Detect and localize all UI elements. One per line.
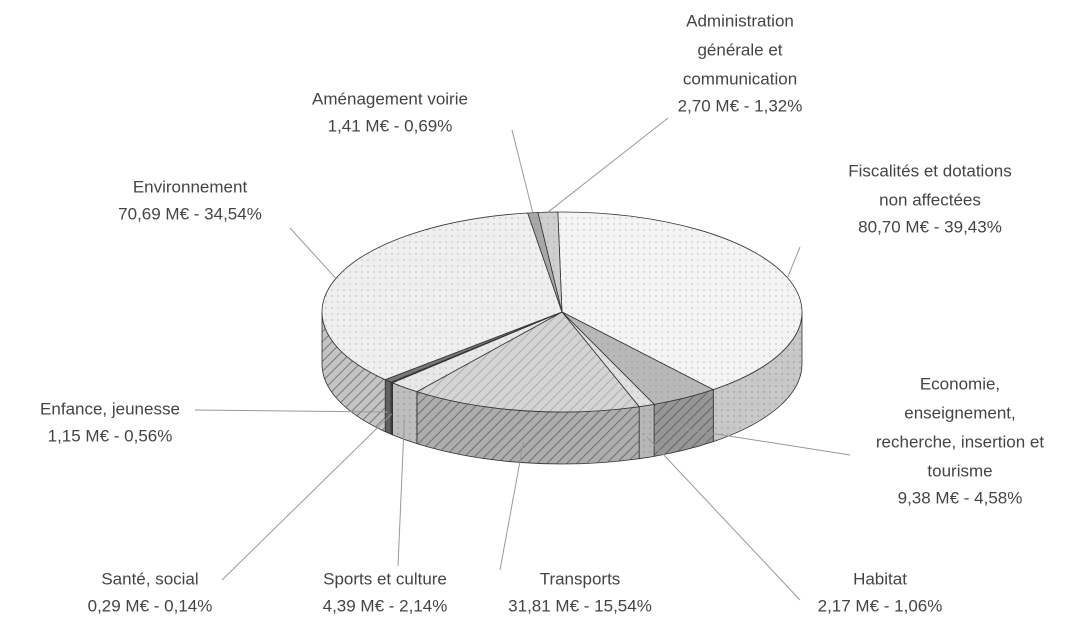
side-shade <box>385 379 392 435</box>
value-label: 70,69 M€ - 34,54% <box>118 204 262 223</box>
side-shade <box>416 391 640 464</box>
side-shade <box>654 389 714 457</box>
side-shade <box>385 379 392 435</box>
slice-texture <box>562 312 714 405</box>
leader-line <box>221 413 393 581</box>
category-label: Habitat <box>853 569 907 588</box>
side-shade <box>392 382 417 444</box>
category-label: Sports et culture <box>323 569 447 588</box>
side-shade <box>713 312 802 442</box>
slice-texture <box>392 312 562 392</box>
leader-line <box>684 428 851 456</box>
category-label: non affectées <box>879 190 981 209</box>
category-label: tourisme <box>927 461 992 480</box>
value-label: 9,38 M€ - 4,58% <box>898 488 1023 507</box>
leader-line <box>397 418 405 567</box>
leader-line <box>646 436 801 601</box>
leader-line <box>499 441 525 571</box>
slice-texture <box>562 312 655 407</box>
leader-line <box>787 246 801 278</box>
side-shade <box>416 391 640 464</box>
category-label: Transports <box>540 569 621 588</box>
category-label: Fiscalités et dotations <box>848 161 1011 180</box>
category-label: Economie, <box>920 374 1000 393</box>
leader-line <box>547 117 669 213</box>
category-label: Aménagement voirie <box>312 89 468 108</box>
slice-texture <box>416 312 640 412</box>
leader-line <box>511 129 534 213</box>
side-shade <box>713 312 802 442</box>
side-shade <box>322 312 386 432</box>
category-label: Administration <box>686 11 794 30</box>
side-shade <box>392 382 417 444</box>
value-label: 31,81 M€ - 15,54% <box>508 596 652 615</box>
slice-texture <box>322 213 562 380</box>
side-shade <box>322 312 386 432</box>
category-label: recherche, insertion et <box>876 432 1044 451</box>
slice-texture <box>385 312 562 383</box>
slice-texture <box>557 211 803 390</box>
category-label: enseignement, <box>904 403 1016 422</box>
category-label: Santé, social <box>101 569 198 588</box>
leader-line <box>289 227 337 279</box>
side-shade <box>639 404 655 459</box>
value-label: 2,17 M€ - 1,06% <box>818 596 943 615</box>
category-label: générale et <box>697 40 782 59</box>
value-label: 80,70 M€ - 39,43% <box>858 217 1002 236</box>
category-label: Environnement <box>133 177 248 196</box>
value-label: 0,29 M€ - 0,14% <box>88 596 213 615</box>
value-label: 4,39 M€ - 2,14% <box>323 596 448 615</box>
category-label: Enfance, jeunesse <box>40 399 180 418</box>
category-label: communication <box>683 69 797 88</box>
side-shade <box>654 389 714 457</box>
value-label: 1,41 M€ - 0,69% <box>328 116 453 135</box>
value-label: 2,70 M€ - 1,32% <box>678 96 803 115</box>
side-shade <box>639 404 655 459</box>
leader-line <box>194 409 389 413</box>
slice-texture <box>527 212 562 312</box>
value-label: 1,15 M€ - 0,56% <box>48 426 173 445</box>
slice-texture <box>537 212 562 312</box>
